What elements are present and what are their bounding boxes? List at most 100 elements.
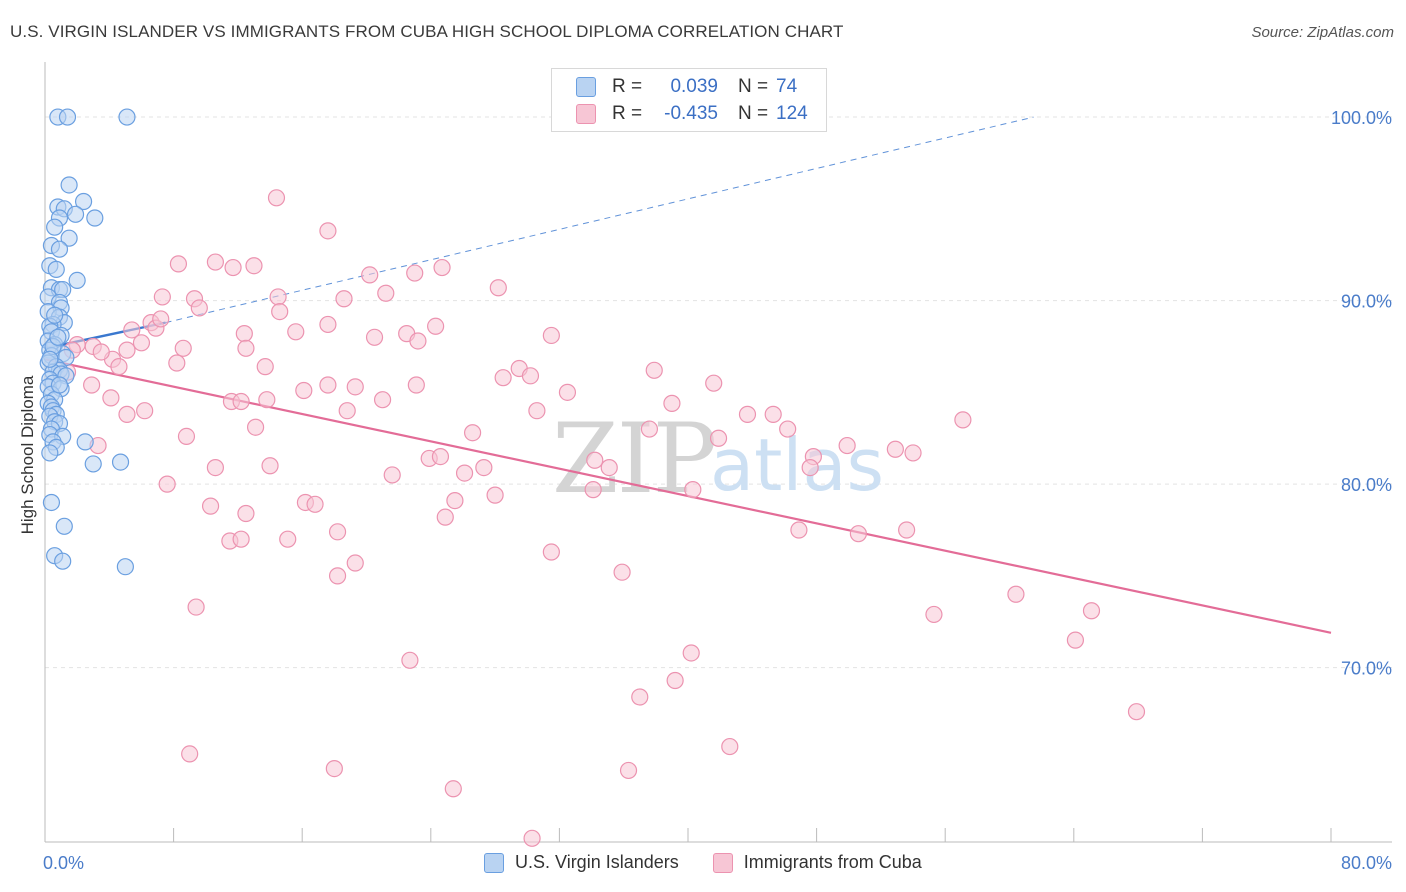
- data-point-virgin-islanders: [54, 552, 72, 570]
- data-point-cuba: [455, 464, 474, 482]
- data-point-cuba: [190, 299, 208, 317]
- data-point-cuba: [383, 466, 401, 484]
- data-point-cuba: [187, 598, 205, 616]
- data-point-cuba: [206, 253, 224, 271]
- data-point-cuba: [158, 475, 176, 493]
- data-point-cuba: [600, 459, 618, 477]
- trend-line-extension-virgin-islanders: [165, 116, 1034, 324]
- data-point-cuba: [295, 381, 313, 400]
- legend-label: Immigrants from Cuba: [743, 852, 922, 872]
- data-point-cuba: [373, 391, 392, 409]
- data-point-cuba: [790, 521, 808, 539]
- data-point-cuba: [287, 323, 305, 341]
- data-point-cuba: [619, 761, 638, 780]
- legend-swatch-pink: [712, 852, 733, 873]
- data-point-cuba: [521, 367, 540, 385]
- data-point-cuba: [801, 459, 819, 477]
- data-point-cuba: [110, 358, 128, 376]
- data-point-cuba: [486, 486, 504, 504]
- data-point-cuba: [489, 279, 507, 297]
- n-value: 74: [776, 76, 798, 97]
- data-point-cuba: [181, 745, 199, 763]
- data-point-cuba: [523, 829, 541, 847]
- data-point-cuba: [406, 264, 424, 282]
- data-point-cuba: [325, 759, 343, 778]
- data-point-cuba: [261, 457, 279, 475]
- stats-legend: R = 0.039 N = 74 R = -0.435 N = 124: [551, 68, 827, 132]
- data-point-cuba: [666, 671, 684, 690]
- data-point-cuba: [132, 334, 151, 352]
- watermark-atlas: atlas: [710, 423, 884, 507]
- n-label: N =: [738, 76, 769, 97]
- data-point-cuba: [232, 530, 250, 548]
- data-point-virgin-islanders: [46, 218, 64, 236]
- data-point-virgin-islanders: [66, 205, 85, 223]
- data-point-cuba: [328, 523, 347, 541]
- y-tick-label: 80.0%: [1341, 475, 1392, 495]
- data-point-cuba: [377, 284, 395, 302]
- data-point-cuba: [92, 343, 110, 361]
- data-point-cuba: [494, 369, 512, 387]
- data-point-cuba: [558, 383, 577, 401]
- data-point-cuba: [258, 391, 276, 409]
- data-point-cuba: [721, 737, 739, 756]
- data-point-cuba: [1066, 631, 1085, 649]
- r-label: R =: [612, 76, 643, 97]
- data-point-virgin-islanders: [74, 192, 93, 211]
- n-value: 124: [776, 103, 808, 124]
- data-point-cuba: [206, 459, 224, 477]
- data-point-virgin-islanders: [60, 229, 78, 247]
- data-point-cuba: [764, 405, 782, 423]
- x-tick-label: 0.0%: [43, 853, 84, 873]
- data-point-virgin-islanders: [76, 433, 94, 451]
- data-point-cuba: [224, 258, 242, 277]
- data-point-cuba: [269, 288, 287, 306]
- data-point-cuba: [365, 328, 384, 346]
- data-point-cuba: [446, 492, 464, 510]
- data-point-cuba: [237, 504, 255, 523]
- data-point-cuba: [118, 341, 136, 359]
- data-point-cuba: [136, 402, 154, 420]
- data-point-cuba: [245, 257, 263, 275]
- data-point-cuba: [168, 354, 186, 372]
- data-point-cuba: [542, 326, 560, 345]
- data-point-virgin-islanders: [50, 376, 69, 394]
- source-label: Source: ZipAtlas.com: [1251, 24, 1394, 41]
- data-point-virgin-islanders: [55, 517, 73, 535]
- data-point-cuba: [235, 325, 253, 343]
- data-point-cuba: [613, 563, 631, 581]
- data-point-cuba: [232, 392, 250, 411]
- data-point-cuba: [153, 288, 171, 306]
- y-tick-label: 70.0%: [1341, 659, 1392, 679]
- series-us-virgin-islanders: [39, 108, 136, 576]
- n-label: N =: [738, 103, 769, 124]
- data-point-cuba: [433, 258, 451, 277]
- data-point-cuba: [401, 651, 419, 669]
- data-point-cuba: [586, 451, 604, 469]
- data-point-cuba: [118, 405, 136, 423]
- data-point-cuba: [779, 420, 797, 438]
- data-point-cuba: [904, 444, 922, 462]
- data-point-cuba: [463, 424, 482, 442]
- data-point-cuba: [849, 525, 867, 543]
- data-point-cuba: [886, 440, 904, 458]
- data-point-cuba: [346, 378, 364, 396]
- legend-item-cuba: Immigrants from Cuba: [712, 852, 922, 873]
- data-point-cuba: [925, 605, 943, 624]
- y-axis-label: High School Diploma: [18, 375, 37, 534]
- data-point-cuba: [407, 376, 425, 394]
- data-point-virgin-islanders: [84, 455, 102, 473]
- data-point-virgin-islanders: [116, 558, 134, 576]
- data-point-cuba: [427, 317, 445, 335]
- data-point-cuba: [271, 303, 289, 321]
- series-legend: U.S. Virgin Islanders Immigrants from Cu…: [484, 852, 956, 873]
- data-point-cuba: [319, 222, 337, 240]
- data-point-virgin-islanders: [68, 271, 86, 289]
- legend-row-cuba: R = -0.435 N = 124: [576, 102, 808, 126]
- y-tick-label: 100.0%: [1331, 108, 1392, 128]
- y-tick-label: 90.0%: [1341, 292, 1392, 312]
- data-point-cuba: [436, 508, 454, 526]
- data-point-cuba: [174, 339, 192, 357]
- legend-item-virgin-islanders: U.S. Virgin Islanders: [484, 852, 679, 873]
